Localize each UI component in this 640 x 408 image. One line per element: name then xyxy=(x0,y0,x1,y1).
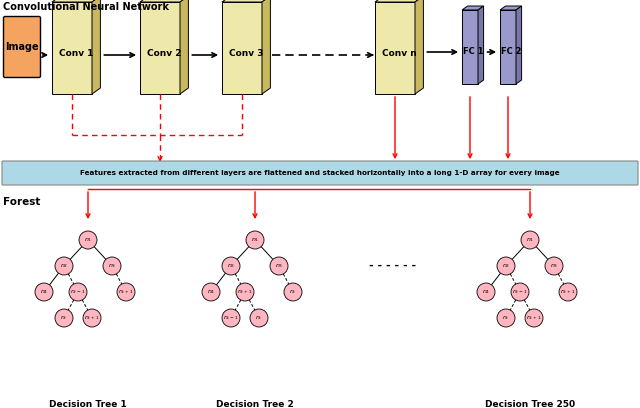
Polygon shape xyxy=(262,0,270,94)
Polygon shape xyxy=(462,10,478,84)
Polygon shape xyxy=(222,2,262,94)
Polygon shape xyxy=(140,0,188,2)
Text: $n_3$: $n_3$ xyxy=(550,262,558,270)
Circle shape xyxy=(270,257,288,275)
Text: FC 1: FC 1 xyxy=(463,47,483,55)
FancyBboxPatch shape xyxy=(3,16,40,78)
Text: $n_{t+1}$: $n_{t+1}$ xyxy=(237,288,253,296)
Polygon shape xyxy=(478,6,484,84)
Polygon shape xyxy=(500,6,522,10)
Circle shape xyxy=(511,283,529,301)
Circle shape xyxy=(55,257,73,275)
Circle shape xyxy=(79,231,97,249)
Polygon shape xyxy=(92,0,100,94)
Polygon shape xyxy=(375,2,415,94)
Text: $n_{t+1}$: $n_{t+1}$ xyxy=(526,314,541,322)
Text: $n_t$: $n_t$ xyxy=(502,314,510,322)
Text: $n_{t+1}$: $n_{t+1}$ xyxy=(560,288,576,296)
Text: Image: Image xyxy=(5,42,39,52)
Circle shape xyxy=(497,309,515,327)
Polygon shape xyxy=(462,6,484,10)
Text: $n_2$: $n_2$ xyxy=(502,262,510,270)
Circle shape xyxy=(222,309,240,327)
Text: $n_{t+1}$: $n_{t+1}$ xyxy=(84,314,100,322)
Text: Conv 3: Conv 3 xyxy=(229,49,264,58)
Circle shape xyxy=(222,257,240,275)
Text: Decision Tree 2: Decision Tree 2 xyxy=(216,400,294,408)
Text: $n_1$: $n_1$ xyxy=(84,236,92,244)
Polygon shape xyxy=(375,0,424,2)
Text: $n_3$: $n_3$ xyxy=(275,262,283,270)
Text: $n_t$: $n_t$ xyxy=(255,314,263,322)
Polygon shape xyxy=(52,2,92,94)
Text: $n_{t-1}$: $n_{t-1}$ xyxy=(512,288,528,296)
Text: $n_3$: $n_3$ xyxy=(108,262,116,270)
Text: - - - - - -: - - - - - - xyxy=(369,261,416,271)
Circle shape xyxy=(117,283,135,301)
Circle shape xyxy=(35,283,53,301)
Text: FC 2: FC 2 xyxy=(500,47,521,55)
Text: $n_4$: $n_4$ xyxy=(40,288,48,296)
Text: $n_1$: $n_1$ xyxy=(526,236,534,244)
Text: $n_4$: $n_4$ xyxy=(207,288,215,296)
Circle shape xyxy=(521,231,539,249)
Text: Convolutional Neural Network: Convolutional Neural Network xyxy=(3,2,169,12)
Polygon shape xyxy=(180,0,188,94)
Text: Conv 2: Conv 2 xyxy=(147,49,182,58)
Text: $n_t$: $n_t$ xyxy=(60,314,68,322)
Text: Features extracted from different layers are flattened and stacked horizontally : Features extracted from different layers… xyxy=(80,170,560,176)
Circle shape xyxy=(497,257,515,275)
Polygon shape xyxy=(222,0,270,2)
Text: $n_{t+1}$: $n_{t+1}$ xyxy=(118,288,134,296)
Text: $n_4$: $n_4$ xyxy=(482,288,490,296)
Text: $n_1$: $n_1$ xyxy=(251,236,259,244)
Circle shape xyxy=(83,309,101,327)
Circle shape xyxy=(246,231,264,249)
Circle shape xyxy=(103,257,121,275)
Text: Forest: Forest xyxy=(3,197,40,207)
Circle shape xyxy=(559,283,577,301)
Text: $n_{t-1}$: $n_{t-1}$ xyxy=(70,288,86,296)
Polygon shape xyxy=(415,0,424,94)
Text: $n_2$: $n_2$ xyxy=(227,262,235,270)
Polygon shape xyxy=(52,0,100,2)
Circle shape xyxy=(545,257,563,275)
Text: Conv 1: Conv 1 xyxy=(59,49,93,58)
Text: $n_t$: $n_t$ xyxy=(289,288,297,296)
Polygon shape xyxy=(516,6,522,84)
Circle shape xyxy=(525,309,543,327)
Circle shape xyxy=(69,283,87,301)
Circle shape xyxy=(250,309,268,327)
Text: Conv n: Conv n xyxy=(382,49,417,58)
Polygon shape xyxy=(140,2,180,94)
FancyBboxPatch shape xyxy=(2,161,638,185)
Circle shape xyxy=(284,283,302,301)
Text: $n_2$: $n_2$ xyxy=(60,262,68,270)
Circle shape xyxy=(202,283,220,301)
Circle shape xyxy=(236,283,254,301)
Text: Decision Tree 1: Decision Tree 1 xyxy=(49,400,127,408)
Text: Decision Tree 250: Decision Tree 250 xyxy=(485,400,575,408)
Text: $n_{t-1}$: $n_{t-1}$ xyxy=(223,314,239,322)
Polygon shape xyxy=(500,10,516,84)
Circle shape xyxy=(55,309,73,327)
Circle shape xyxy=(477,283,495,301)
